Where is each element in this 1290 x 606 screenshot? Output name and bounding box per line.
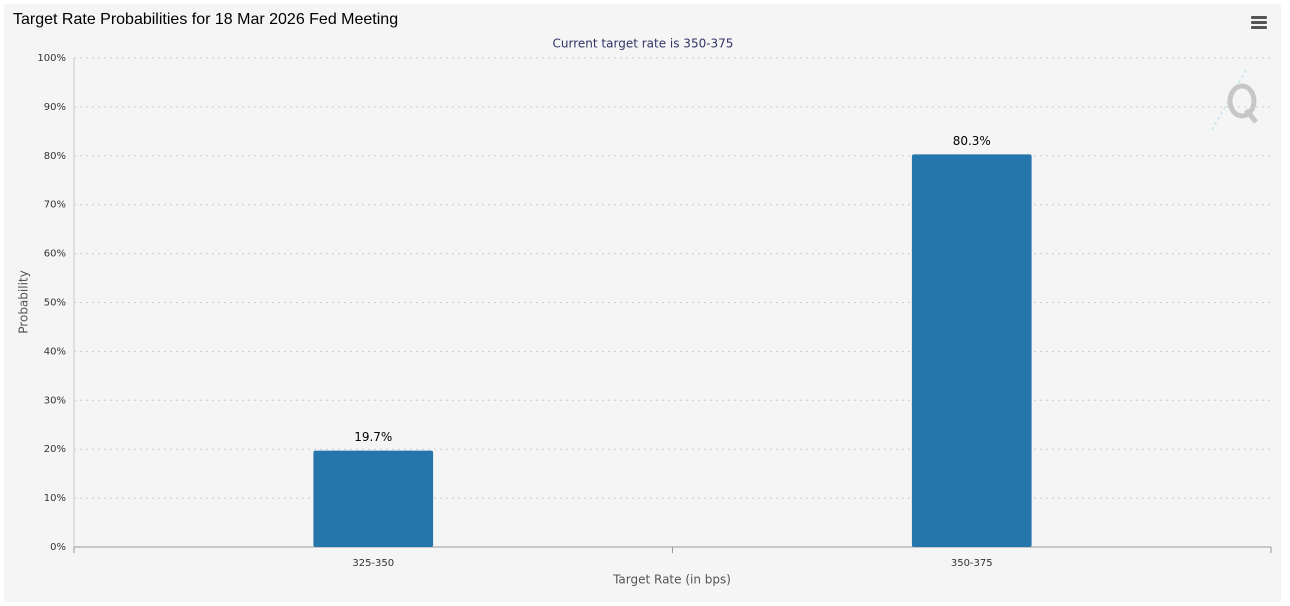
data-label: 80.3%	[953, 134, 991, 148]
y-tick-label: 90%	[44, 102, 66, 113]
bar	[313, 450, 434, 547]
y-tick-label: 20%	[44, 444, 66, 455]
data-label: 19.7%	[354, 430, 392, 444]
chart-subtitle: Current target rate is 350-375	[553, 37, 734, 51]
bar	[911, 154, 1032, 547]
y-tick-label: 50%	[44, 298, 66, 309]
y-tick-label: 0%	[50, 542, 66, 553]
logo-watermark	[1211, 69, 1258, 131]
y-tick-label: 100%	[37, 53, 66, 64]
y-tick-label: 10%	[44, 493, 66, 504]
chart-title: Target Rate Probabilities for 18 Mar 202…	[13, 11, 398, 28]
menu-button[interactable]	[1251, 16, 1267, 29]
chart-background	[4, 4, 1281, 602]
y-tick-label: 60%	[44, 249, 66, 260]
y-tick-label: 30%	[44, 395, 66, 406]
x-tick-label: 350-375	[951, 558, 993, 569]
x-tick-label: 325-350	[352, 558, 394, 569]
x-axis-title: Target Rate (in bps)	[612, 573, 731, 587]
y-tick-label: 80%	[44, 151, 66, 162]
y-tick-label: 40%	[44, 346, 66, 357]
y-axis-title: Probability	[17, 270, 31, 333]
y-tick-label: 70%	[44, 200, 66, 211]
